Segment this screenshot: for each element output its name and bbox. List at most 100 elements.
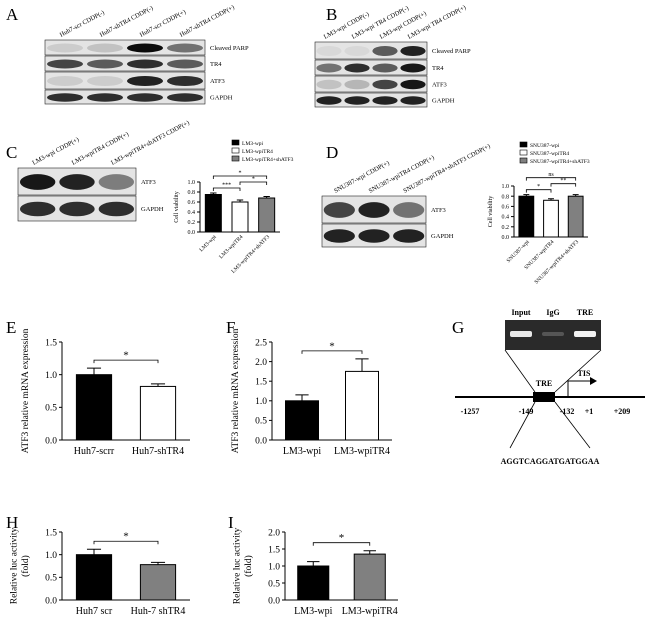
significance-bracket bbox=[93, 540, 159, 545]
x-tick-label: LM3-wpi bbox=[294, 606, 333, 617]
y-axis-label: ATF3 relative mRNA expression bbox=[21, 328, 31, 453]
blot-band bbox=[47, 59, 83, 69]
legend-label: SNU387-wpi bbox=[530, 143, 560, 149]
blot-band bbox=[19, 174, 56, 190]
x-tick-label: LM3-wpiTR4 bbox=[218, 234, 244, 260]
error-bar bbox=[363, 550, 376, 555]
significance-label: * bbox=[339, 532, 345, 544]
blot-band bbox=[400, 63, 426, 73]
significance-label: * bbox=[252, 177, 255, 183]
y-tick-label: 2.0 bbox=[268, 528, 280, 538]
significance-bracket bbox=[93, 359, 159, 364]
y-tick-label: 1.0 bbox=[45, 551, 57, 561]
blot-band bbox=[344, 45, 370, 57]
panel-label: G bbox=[452, 318, 464, 337]
blot-strip bbox=[44, 55, 206, 72]
y-tick-label: 0.2 bbox=[188, 220, 196, 226]
y-tick-label: 1.5 bbox=[45, 338, 57, 348]
legend-label: LM3-wpiTR4+shATF3 bbox=[242, 157, 294, 163]
panel-label: E bbox=[6, 318, 16, 337]
blot-band bbox=[400, 79, 426, 90]
row-label: ATF3 bbox=[432, 82, 447, 89]
sequence: AGGTCAGGATGATGGAA bbox=[501, 457, 600, 466]
significance-bracket bbox=[525, 177, 577, 181]
bar bbox=[75, 374, 113, 441]
blot-band bbox=[323, 229, 355, 243]
panel-label: B bbox=[326, 5, 337, 24]
bar bbox=[518, 195, 535, 238]
y-axis-label: ATF3 relative mRNA expression bbox=[231, 328, 241, 453]
blot-band bbox=[358, 202, 390, 218]
x-tick-label: LM3-wpiTR4 bbox=[342, 606, 398, 617]
blot-band bbox=[87, 43, 123, 53]
connector bbox=[504, 349, 536, 393]
y-tick-label: 1.5 bbox=[255, 378, 267, 388]
blot-band bbox=[87, 59, 123, 69]
y-axis-label: (fold) bbox=[243, 555, 254, 577]
error-bar bbox=[295, 394, 309, 401]
significance-label: * bbox=[329, 340, 335, 352]
element-label: TRE bbox=[536, 379, 552, 388]
significance-bracket bbox=[212, 187, 241, 191]
row-label: GAPDH bbox=[431, 233, 454, 240]
x-tick-label: Huh7-scrr bbox=[74, 446, 115, 457]
error-bar bbox=[210, 192, 217, 195]
y-axis-label: Cell viability bbox=[174, 191, 180, 223]
blot-band bbox=[400, 96, 426, 105]
blot-strip bbox=[44, 39, 206, 56]
bar bbox=[285, 400, 319, 441]
legend-swatch bbox=[519, 149, 528, 156]
bar bbox=[204, 194, 222, 233]
significance-label: * bbox=[239, 171, 242, 177]
error-bar bbox=[307, 561, 320, 566]
y-tick-label: 1.0 bbox=[188, 180, 196, 186]
significance-bracket bbox=[301, 350, 363, 354]
blot-band bbox=[19, 201, 56, 217]
row-label: ATF3 bbox=[431, 207, 446, 214]
y-axis-label: Cell viability bbox=[488, 196, 494, 228]
row-label: ATF3 bbox=[141, 179, 156, 186]
x-tick-label: SNU387-wpi bbox=[506, 239, 531, 264]
y-axis-label: Relative luc activity bbox=[233, 528, 243, 605]
blot-strip bbox=[44, 89, 206, 105]
y-tick-label: 0.6 bbox=[502, 205, 510, 211]
y-tick-label: 0.6 bbox=[188, 200, 196, 206]
significance-bracket bbox=[312, 542, 371, 546]
gel-lane-label: TRE bbox=[577, 308, 593, 317]
blot-band bbox=[127, 93, 163, 102]
y-tick-label: 1.0 bbox=[268, 562, 280, 572]
blot-band bbox=[316, 96, 342, 105]
bar bbox=[567, 195, 584, 238]
row-label: GAPDH bbox=[210, 95, 233, 102]
legend-label: LM3-wpiTR4 bbox=[242, 149, 273, 155]
blot-band bbox=[167, 93, 203, 102]
significance-label: * bbox=[537, 184, 540, 190]
error-bar bbox=[355, 358, 369, 372]
position-label: -149 bbox=[519, 407, 534, 416]
blot-band bbox=[127, 43, 163, 53]
blot-band bbox=[316, 63, 342, 73]
panel-label: D bbox=[326, 143, 338, 162]
panel-label: F bbox=[226, 318, 235, 337]
blot-band bbox=[372, 79, 398, 90]
bar bbox=[139, 564, 177, 601]
panel-label: I bbox=[228, 513, 234, 532]
error-bar bbox=[86, 367, 102, 375]
blot-strip bbox=[44, 71, 206, 90]
significance-label: *** bbox=[222, 183, 231, 189]
lane-label: LM3-wpiTR4+shATF3 CDDP(+) bbox=[110, 119, 191, 166]
blot-band bbox=[323, 202, 355, 218]
blot-band bbox=[372, 45, 398, 57]
connector bbox=[509, 401, 536, 449]
y-tick-label: 1.5 bbox=[45, 528, 57, 538]
legend-swatch bbox=[231, 147, 240, 154]
gel-lane-label: IgG bbox=[546, 308, 559, 317]
bar bbox=[231, 201, 249, 233]
y-tick-label: 0.4 bbox=[502, 215, 510, 221]
significance-bracket bbox=[550, 183, 577, 187]
y-tick-label: 0.5 bbox=[45, 404, 57, 414]
blot-strip bbox=[314, 75, 428, 93]
bar bbox=[353, 553, 386, 601]
blot-band bbox=[87, 93, 123, 102]
legend-swatch bbox=[231, 155, 240, 162]
